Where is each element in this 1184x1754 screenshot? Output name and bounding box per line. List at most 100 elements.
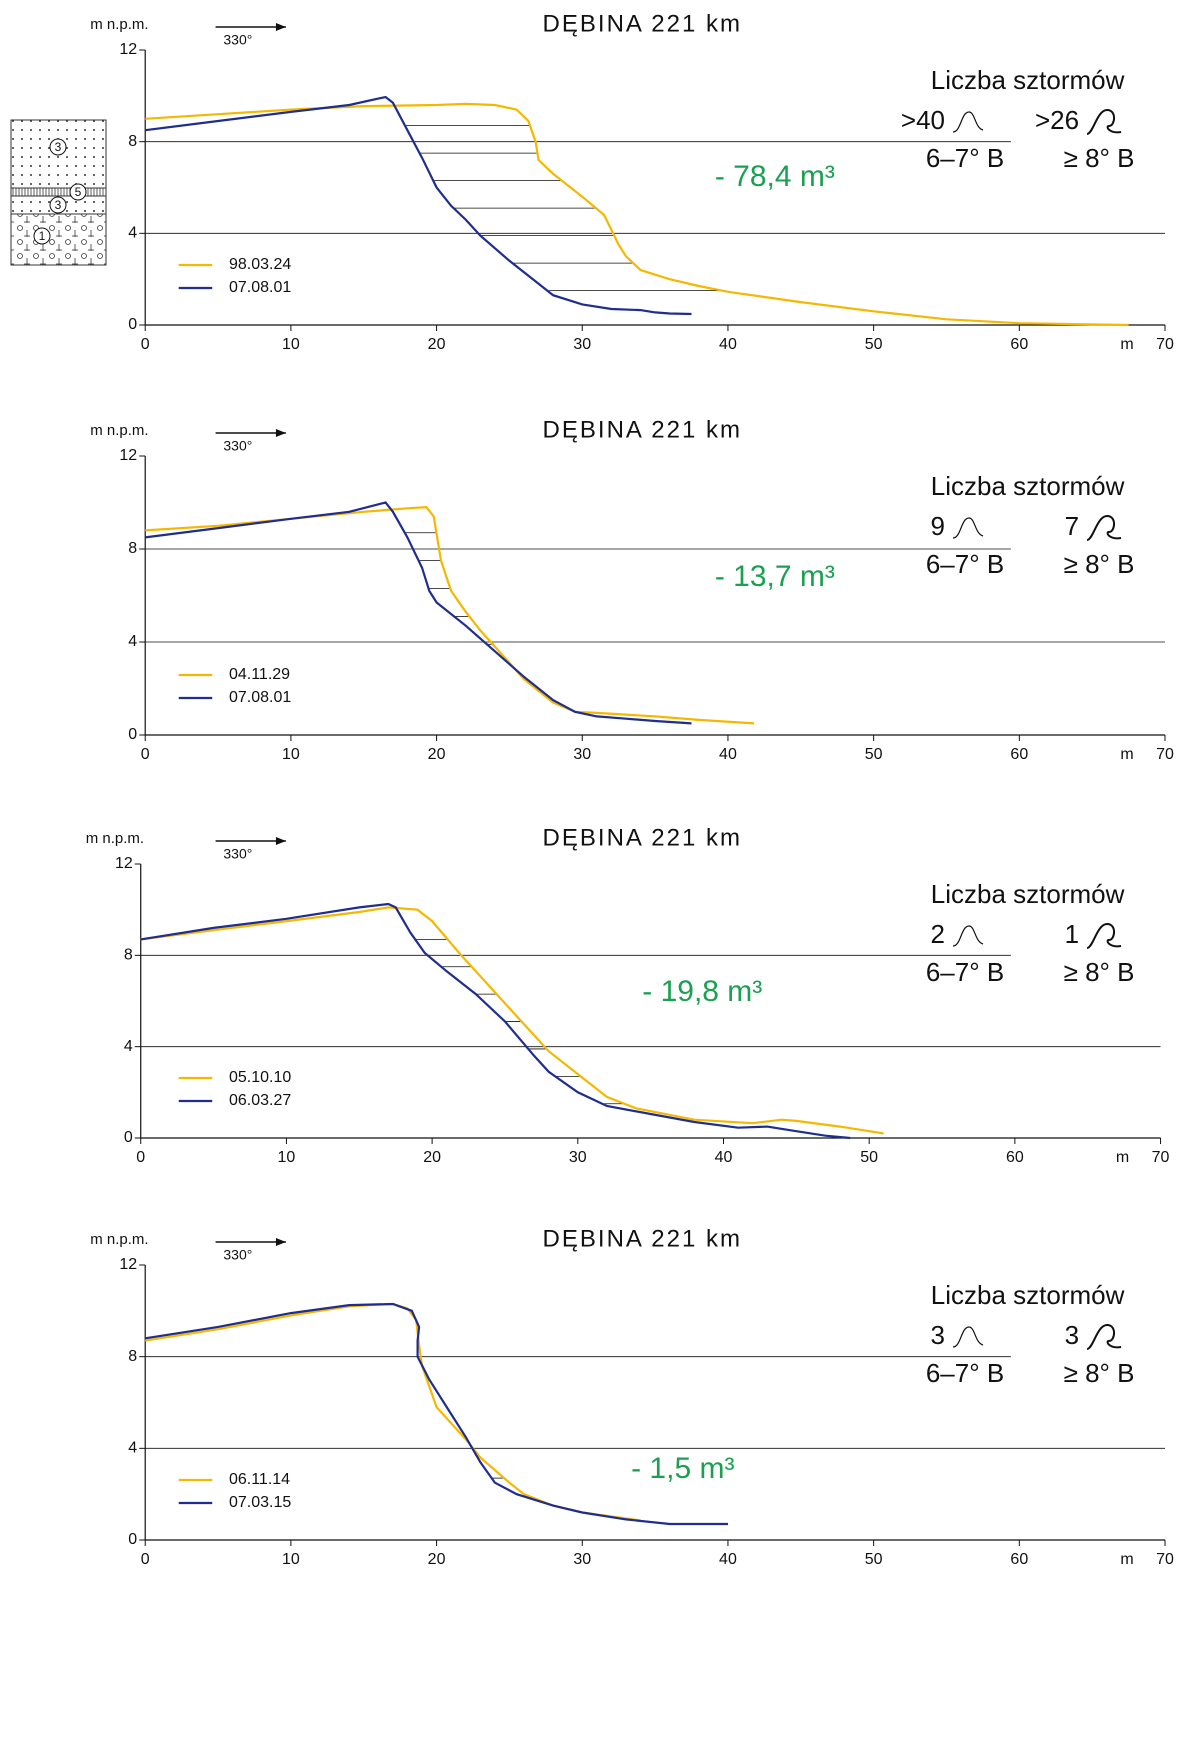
x-tick-label: 0 bbox=[141, 1551, 150, 1568]
chart-title: DĘBINA 221 km bbox=[543, 824, 742, 851]
y-tick-label: 12 bbox=[119, 447, 137, 464]
y-tick-label: 4 bbox=[124, 1038, 133, 1055]
y-axis-label: m n.p.m. bbox=[90, 1231, 148, 1248]
profile-line bbox=[145, 1304, 728, 1524]
y-axis-label: m n.p.m. bbox=[90, 422, 148, 439]
storm-title: Liczba sztormów bbox=[931, 471, 1125, 501]
storm-title: Liczba sztormów bbox=[931, 1280, 1125, 1310]
x-tick-label: 40 bbox=[719, 1551, 737, 1568]
x-tick-label: 10 bbox=[282, 1551, 300, 1568]
legend-label: 07.08.01 bbox=[229, 279, 291, 296]
direction-label: 330° bbox=[223, 846, 252, 862]
y-tick-label: 8 bbox=[124, 947, 133, 964]
profile-line bbox=[145, 97, 691, 314]
y-tick-label: 12 bbox=[119, 1256, 137, 1273]
storm-class: 6–7° B bbox=[926, 957, 1004, 987]
chart: DĘBINA 221 kmm n.p.m.330°048120102030405… bbox=[86, 824, 1179, 1166]
volume-label: - 13,7 m³ bbox=[715, 560, 835, 593]
legend-label: 07.03.15 bbox=[229, 1494, 291, 1511]
y-axis-label: m n.p.m. bbox=[86, 830, 144, 847]
x-axis-label: m bbox=[1120, 746, 1133, 763]
litho-label: 3 bbox=[55, 198, 62, 212]
litho-peat bbox=[11, 188, 106, 196]
x-tick-label: 20 bbox=[423, 1149, 441, 1166]
y-tick-label: 4 bbox=[128, 1440, 137, 1457]
x-tick-label: 0 bbox=[136, 1149, 145, 1166]
x-tick-label: 0 bbox=[141, 336, 150, 353]
legend-label: 06.11.14 bbox=[229, 1471, 290, 1488]
direction-arrowhead bbox=[276, 1238, 286, 1246]
storm-count: 3 bbox=[1065, 1320, 1079, 1350]
y-tick-label: 8 bbox=[128, 133, 137, 150]
legend-label: 04.11.29 bbox=[229, 666, 290, 683]
storm-count: >40 bbox=[901, 105, 945, 135]
x-axis-label: m bbox=[1116, 1149, 1129, 1166]
storm-class: ≥ 8° B bbox=[1064, 143, 1135, 173]
direction-label: 330° bbox=[223, 32, 252, 48]
chart-title: DĘBINA 221 km bbox=[543, 10, 742, 37]
x-tick-label: 10 bbox=[278, 1149, 296, 1166]
storm-count: 7 bbox=[1065, 511, 1079, 541]
litho-label: 1 bbox=[39, 229, 46, 243]
y-tick-label: 0 bbox=[128, 726, 137, 743]
x-tick-label: 70 bbox=[1156, 746, 1174, 763]
profile-line bbox=[145, 1304, 640, 1521]
legend-label: 98.03.24 bbox=[229, 256, 291, 273]
x-tick-label: 70 bbox=[1156, 1551, 1174, 1568]
x-tick-label: 60 bbox=[1010, 746, 1028, 763]
x-tick-label: 20 bbox=[428, 336, 446, 353]
storm-count: 1 bbox=[1065, 919, 1079, 949]
wave-icon-small bbox=[953, 518, 983, 538]
x-tick-label: 60 bbox=[1010, 1551, 1028, 1568]
page: 3531DĘBINA 221 kmm n.p.m.330°04812010203… bbox=[0, 0, 1184, 1754]
volume-label: - 19,8 m³ bbox=[642, 975, 762, 1008]
y-axis-label: m n.p.m. bbox=[90, 16, 148, 33]
chart-title: DĘBINA 221 km bbox=[543, 1225, 742, 1252]
volume-label: - 1,5 m³ bbox=[631, 1452, 734, 1485]
y-tick-label: 12 bbox=[115, 855, 133, 872]
storm-count: 3 bbox=[931, 1320, 945, 1350]
profile-line bbox=[145, 503, 691, 724]
storm-count: 9 bbox=[931, 511, 945, 541]
x-tick-label: 70 bbox=[1152, 1149, 1170, 1166]
volume-label: - 78,4 m³ bbox=[715, 160, 835, 193]
direction-arrowhead bbox=[276, 837, 286, 845]
x-tick-label: 30 bbox=[573, 1551, 591, 1568]
wave-icon-small bbox=[953, 926, 983, 946]
x-tick-label: 0 bbox=[141, 746, 150, 763]
wave-icon-small bbox=[953, 1327, 983, 1347]
x-tick-label: 40 bbox=[719, 336, 737, 353]
direction-label: 330° bbox=[223, 438, 252, 454]
legend-label: 06.03.27 bbox=[229, 1092, 291, 1109]
y-tick-label: 12 bbox=[119, 41, 137, 58]
y-tick-label: 4 bbox=[128, 633, 137, 650]
y-tick-label: 0 bbox=[128, 316, 137, 333]
x-tick-label: 50 bbox=[865, 746, 883, 763]
legend-label: 07.08.01 bbox=[229, 689, 291, 706]
x-tick-label: 70 bbox=[1156, 336, 1174, 353]
storm-class: ≥ 8° B bbox=[1064, 549, 1135, 579]
profile-line bbox=[145, 104, 1128, 325]
x-tick-label: 40 bbox=[719, 746, 737, 763]
litho-label: 5 bbox=[75, 185, 82, 199]
wave-icon-small bbox=[953, 112, 983, 132]
storm-count: >26 bbox=[1035, 105, 1079, 135]
x-tick-label: 60 bbox=[1006, 1149, 1024, 1166]
y-tick-label: 8 bbox=[128, 1348, 137, 1365]
y-tick-label: 0 bbox=[128, 1531, 137, 1548]
y-tick-label: 4 bbox=[128, 225, 137, 242]
x-tick-label: 30 bbox=[573, 746, 591, 763]
storm-title: Liczba sztormów bbox=[931, 65, 1125, 95]
x-tick-label: 30 bbox=[569, 1149, 587, 1166]
x-axis-label: m bbox=[1120, 336, 1133, 353]
x-tick-label: 40 bbox=[715, 1149, 733, 1166]
x-tick-label: 10 bbox=[282, 746, 300, 763]
legend-label: 05.10.10 bbox=[229, 1069, 291, 1086]
x-tick-label: 50 bbox=[865, 336, 883, 353]
storm-class: 6–7° B bbox=[926, 549, 1004, 579]
direction-arrowhead bbox=[276, 429, 286, 437]
x-tick-label: 60 bbox=[1010, 336, 1028, 353]
